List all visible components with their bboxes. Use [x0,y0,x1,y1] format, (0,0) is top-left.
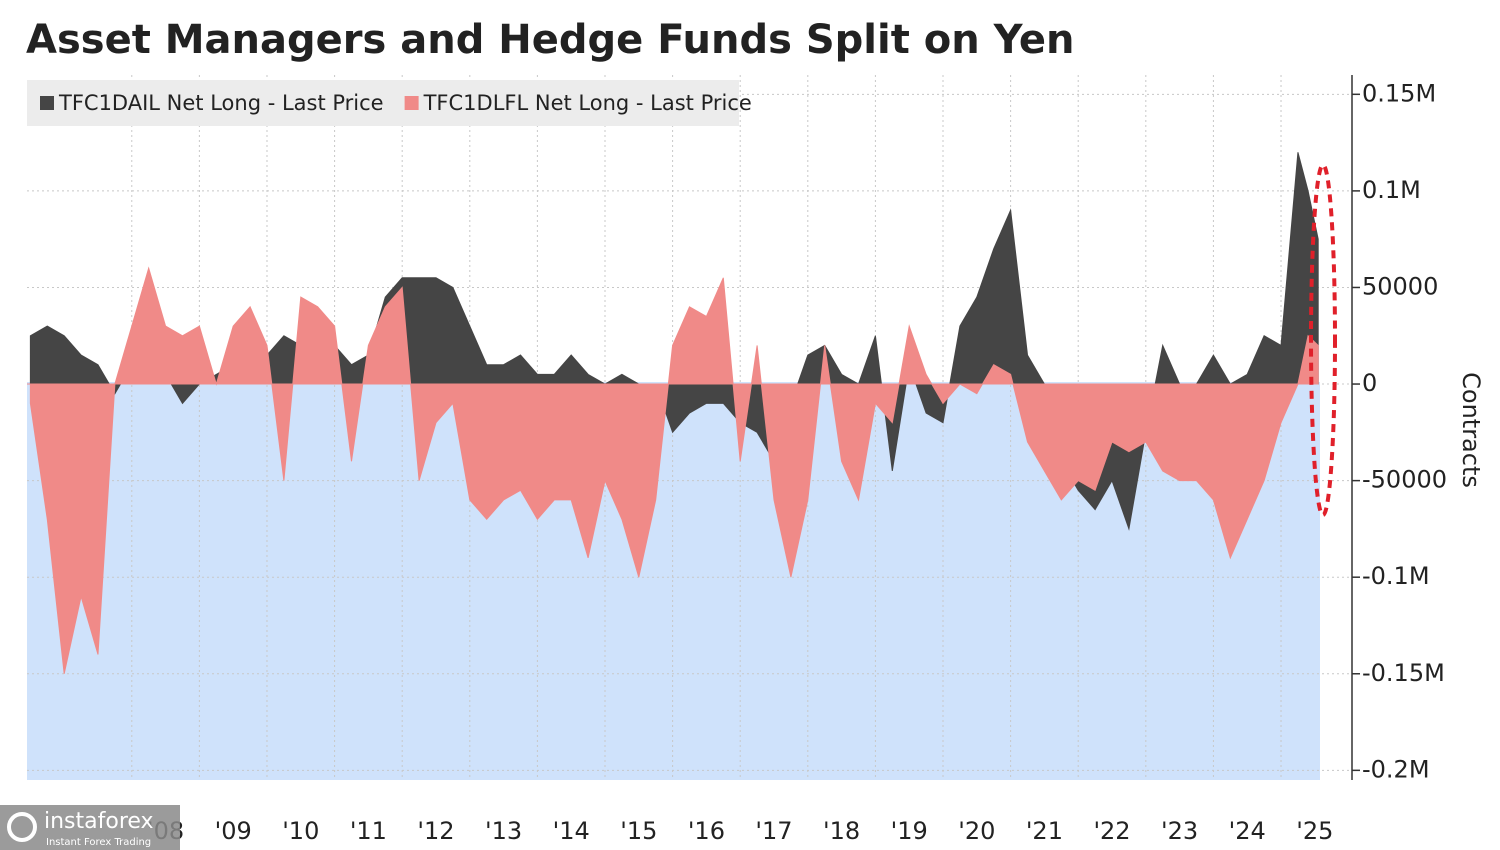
watermark: instaforex Instant Forex Trading [0,805,180,850]
y-tick-label: -50000 [1362,466,1447,494]
series-group [27,152,1319,674]
y-tick-label: -0.15M [1362,659,1445,687]
x-tick-label: '24 [1229,817,1266,845]
x-tick-label: '13 [485,817,522,845]
axes: 0.15M0.1M500000-50000-0.1M-0.15M-0.2M'08… [147,75,1447,845]
y-tick-label: 0.15M [1362,79,1436,107]
legend-swatch [404,96,419,110]
x-tick-label: '16 [688,817,725,845]
watermark-box [0,805,180,850]
watermark-text: instaforex [44,809,154,834]
x-tick-label: '15 [620,817,657,845]
legend-swatch [40,96,54,110]
x-tick-label: '12 [417,817,454,845]
legend: TFC1DAIL Net Long - Last Price TFC1DLFL N… [27,80,752,126]
x-tick-label: '23 [1161,817,1198,845]
y-axis-title: Contracts [1457,372,1485,488]
x-tick-label: '25 [1296,817,1333,845]
x-tick-label: '09 [215,817,252,845]
x-tick-label: '11 [350,817,387,845]
y-tick-label: 0 [1362,369,1377,397]
watermark-subtext: Instant Forex Trading [46,837,151,848]
x-tick-label: '21 [1026,817,1063,845]
x-tick-label: '22 [1093,817,1130,845]
x-tick-label: '18 [823,817,860,845]
x-tick-label: '19 [891,817,928,845]
x-tick-label: '10 [282,817,319,845]
chart-title: Asset Managers and Hedge Funds Split on … [26,17,1075,63]
x-tick-label: '14 [553,817,590,845]
y-tick-label: 0.1M [1362,176,1421,204]
x-tick-label: '20 [958,817,995,845]
legend-label: TFC1DAIL Net Long - Last Price [58,91,384,115]
y-tick-label: -0.2M [1362,755,1430,783]
watermark-logo [7,812,37,842]
highlight-ellipse [1309,163,1337,517]
x-tick-label: '17 [755,817,792,845]
y-tick-label: 50000 [1362,272,1438,300]
legend-label: TFC1DLFL Net Long - Last Price [423,91,752,115]
area-series [29,266,1319,674]
y-tick-label: -0.1M [1362,562,1430,590]
legend-box [27,80,739,126]
